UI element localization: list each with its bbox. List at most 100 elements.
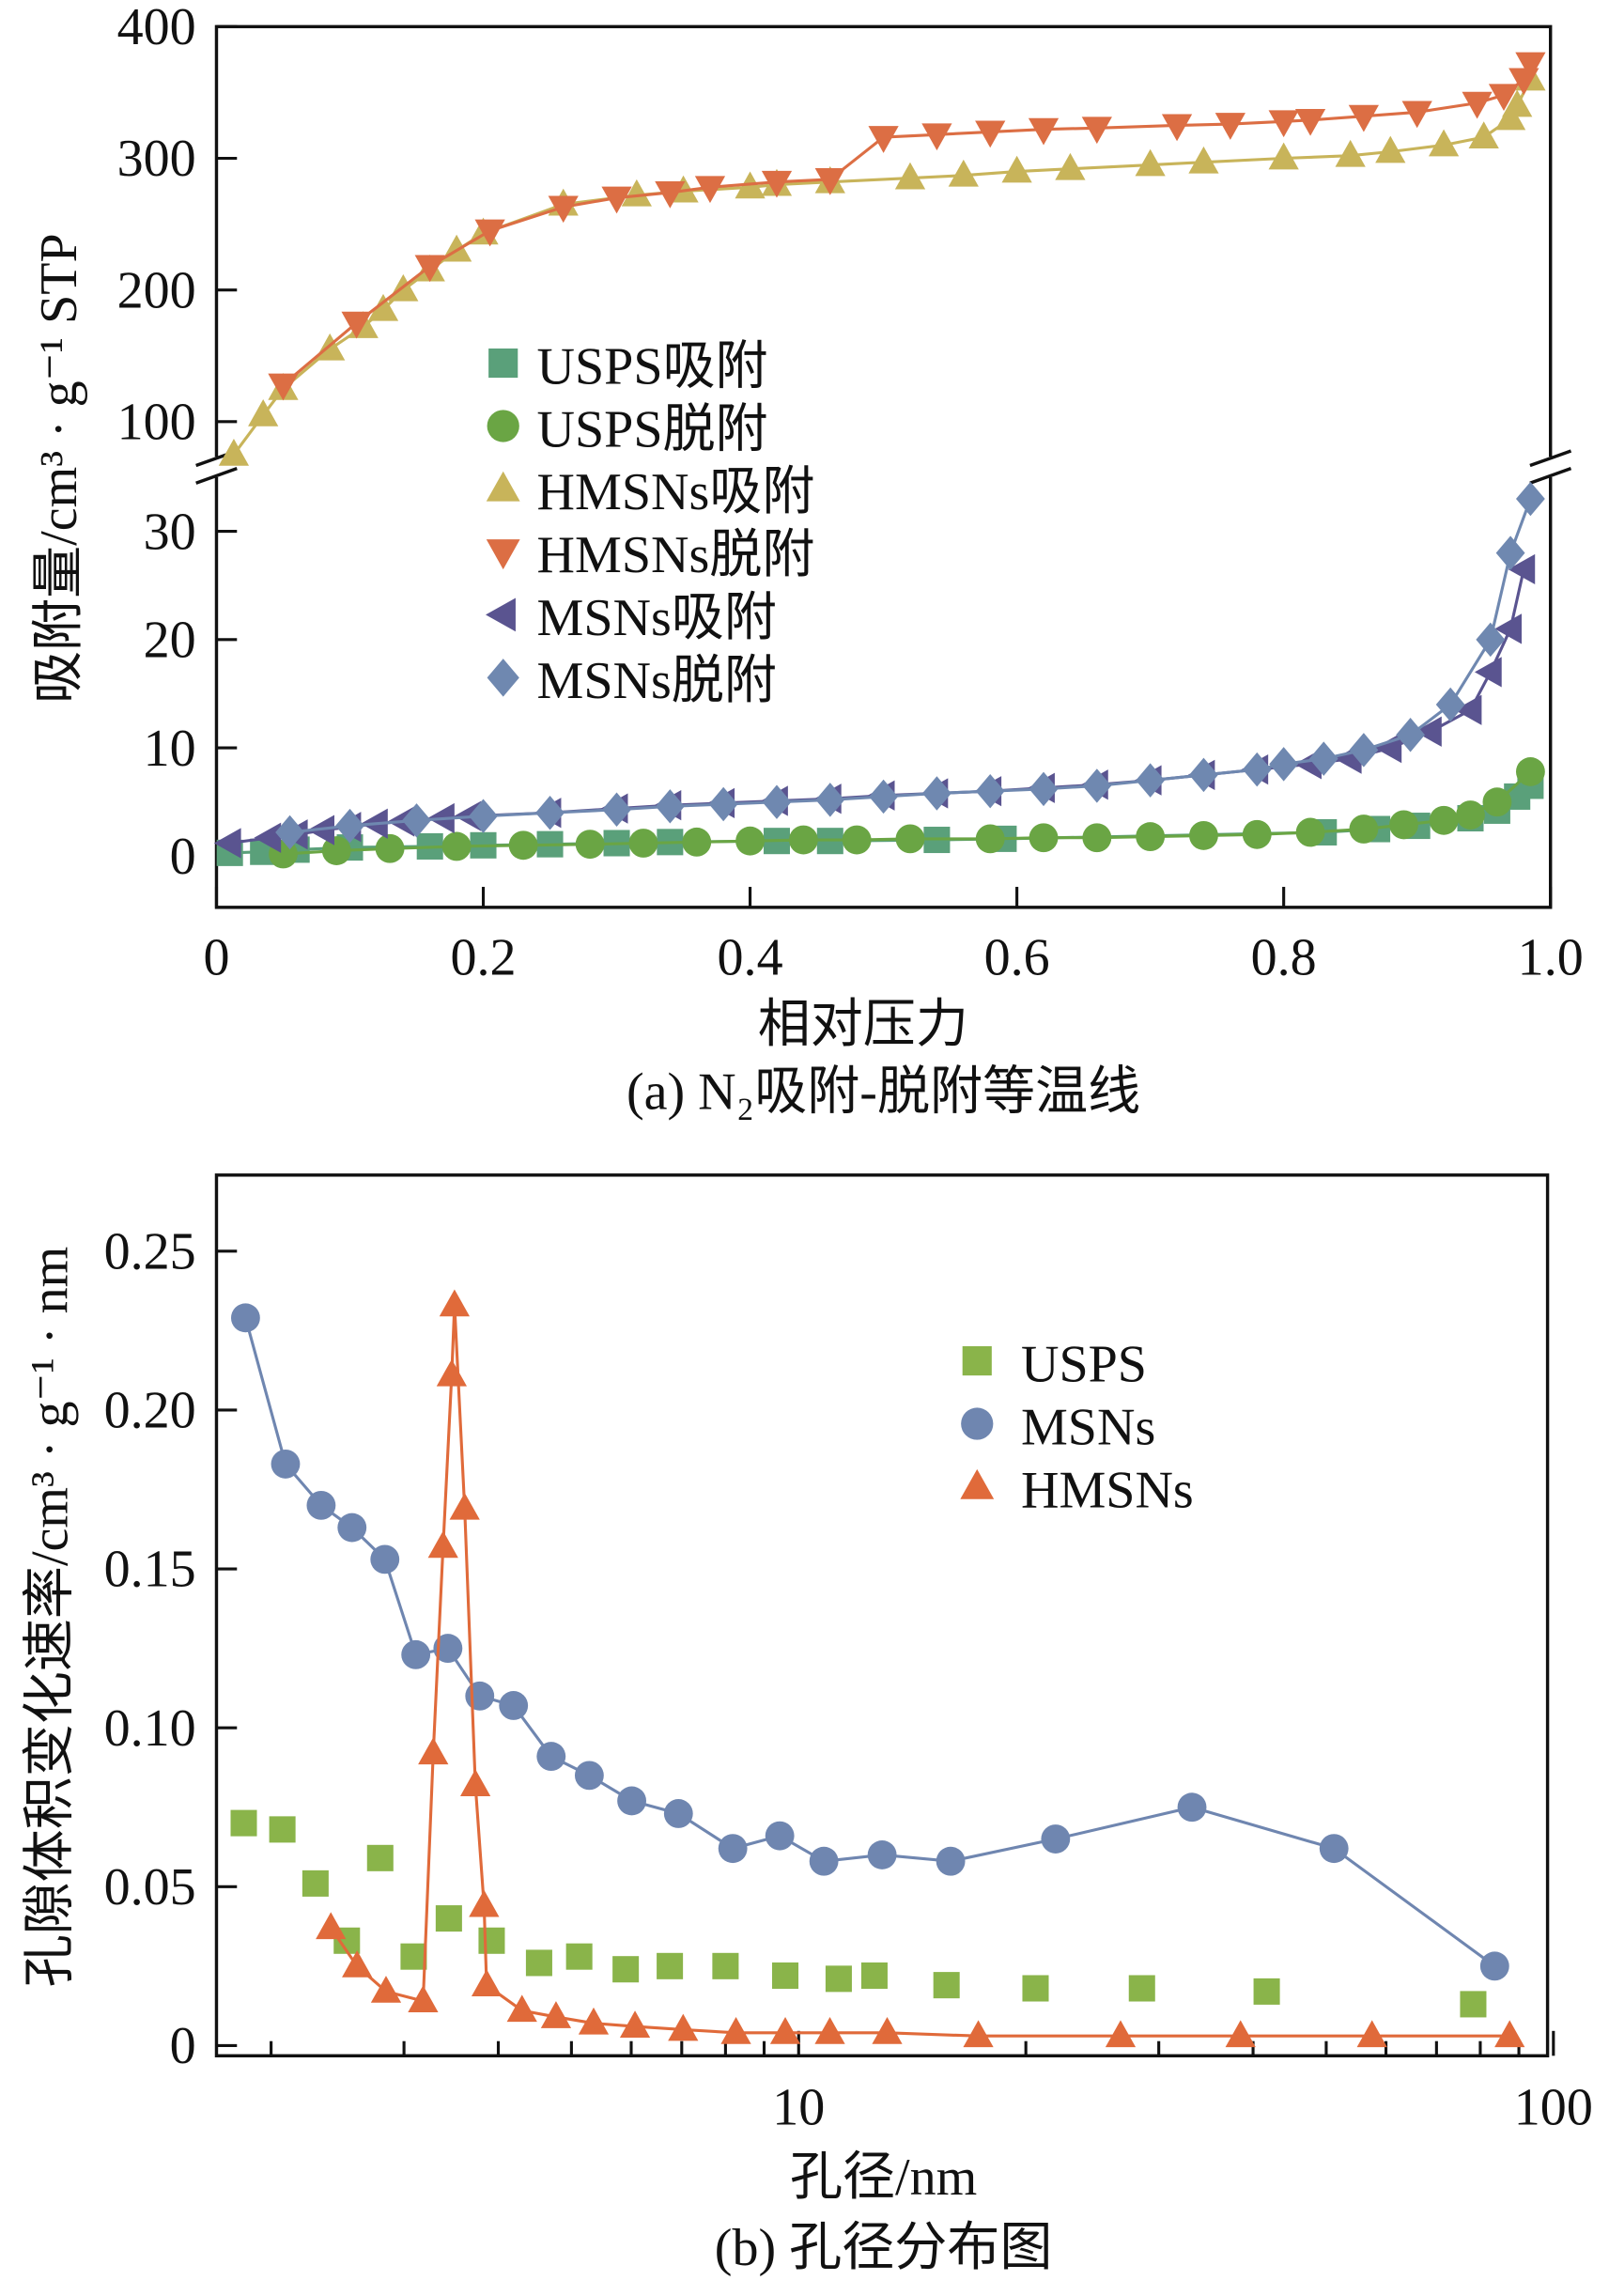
data-point [1375,135,1406,163]
x-tick-label: 0.6 [984,928,1050,986]
data-point [963,2020,994,2048]
data-point [1462,91,1493,119]
data-point [1081,116,1112,145]
data-point [1515,757,1545,786]
data-point [316,1912,347,1940]
data-point [814,168,845,195]
legend-label: MSNs吸附 [537,589,777,647]
data-point [1415,716,1442,747]
data-point [370,1544,400,1575]
data-point [418,1737,449,1765]
data-point [1349,733,1379,768]
y-tick-label: 0.25 [104,1222,196,1280]
data-point [657,1952,684,1979]
data-point [860,1962,888,1989]
data-point [1242,819,1272,849]
data-point [694,176,726,204]
data-point [1476,622,1506,658]
data-point [1335,139,1366,167]
data-point [1225,2020,1256,2048]
data-point [1308,741,1338,776]
data-point [1189,757,1218,793]
series-MSNs脱附 [275,481,1545,850]
series-HMSNs脱附 [268,52,1546,401]
x-tick-label: 10 [772,2078,825,2136]
data-point [335,808,364,844]
data-point [761,170,793,198]
y-tick-label: 100 [117,394,196,452]
y-tick-label: 0.10 [104,1699,196,1758]
data-point [367,293,399,321]
series-MSNs [230,1303,1509,1981]
legend-label: USPS [1021,1335,1147,1393]
legend-label: USPS吸附 [537,337,768,396]
data-point [1396,718,1426,752]
data-point [254,822,282,853]
data-point [602,792,631,827]
data-point [1488,84,1520,112]
x-tick-label: 0.4 [718,928,783,986]
data-point [619,2010,651,2039]
data-point [1105,2020,1137,2048]
data-point [1474,657,1502,688]
data-point [720,2017,751,2044]
series-HMSNs吸附 [218,63,1546,466]
data-point [269,1816,296,1843]
data-point [872,2017,903,2044]
data-point [1028,117,1060,146]
data-point [1429,805,1459,835]
data-point [1268,110,1299,138]
data-point [712,1952,739,1979]
axis-break-mark [1529,467,1572,485]
data-point [1456,800,1485,830]
data-point [1374,732,1402,764]
data-point [435,1905,462,1932]
data-point [1029,823,1059,853]
data-point [574,1761,604,1791]
data-point [1428,129,1460,157]
data-point [921,776,951,811]
data-point [1502,89,1533,117]
data-point [682,827,712,857]
data-point [370,1976,402,2003]
data-point [1294,108,1326,136]
data-point [321,836,351,865]
data-point [975,120,1006,148]
data-point [230,1809,257,1837]
data-point [508,830,538,861]
data-point [663,1799,693,1828]
data-point [1482,787,1512,817]
data-point [628,829,658,858]
legend-marker [961,1407,994,1440]
series-line [289,498,1532,834]
data-point [275,814,305,850]
y-tick-label: 0.20 [104,1382,196,1440]
data-point [1214,113,1245,140]
data-point [772,1962,799,1989]
legend-marker [486,539,520,570]
series-HMSNs [316,1289,1525,2048]
data-point [525,1949,552,1977]
chart-a-xlabel: 相对压力 [758,996,968,1054]
data-point [1515,52,1546,80]
data-point [1135,148,1166,177]
data-point [1022,1975,1049,2002]
data-point [1494,2020,1525,2048]
data-point [1401,101,1432,129]
data-point [1189,821,1218,850]
data-point [302,1869,329,1897]
data-point [809,1846,839,1876]
data-point [1041,1824,1071,1854]
chart-b-frame [214,1173,1550,2058]
chart-a-ylabel: 吸附量/cm³ · g⁻¹ STP [30,233,88,704]
data-point [921,123,952,151]
data-point [1269,747,1299,782]
data-point [1253,1978,1280,2005]
data-point [868,126,899,153]
legend-label: MSNs脱附 [537,652,777,710]
data-point [1268,142,1299,170]
data-point [408,1985,439,2012]
x-tick-label: 0.2 [450,928,516,986]
y-tick-label: 300 [117,130,196,188]
data-point [433,1634,463,1664]
